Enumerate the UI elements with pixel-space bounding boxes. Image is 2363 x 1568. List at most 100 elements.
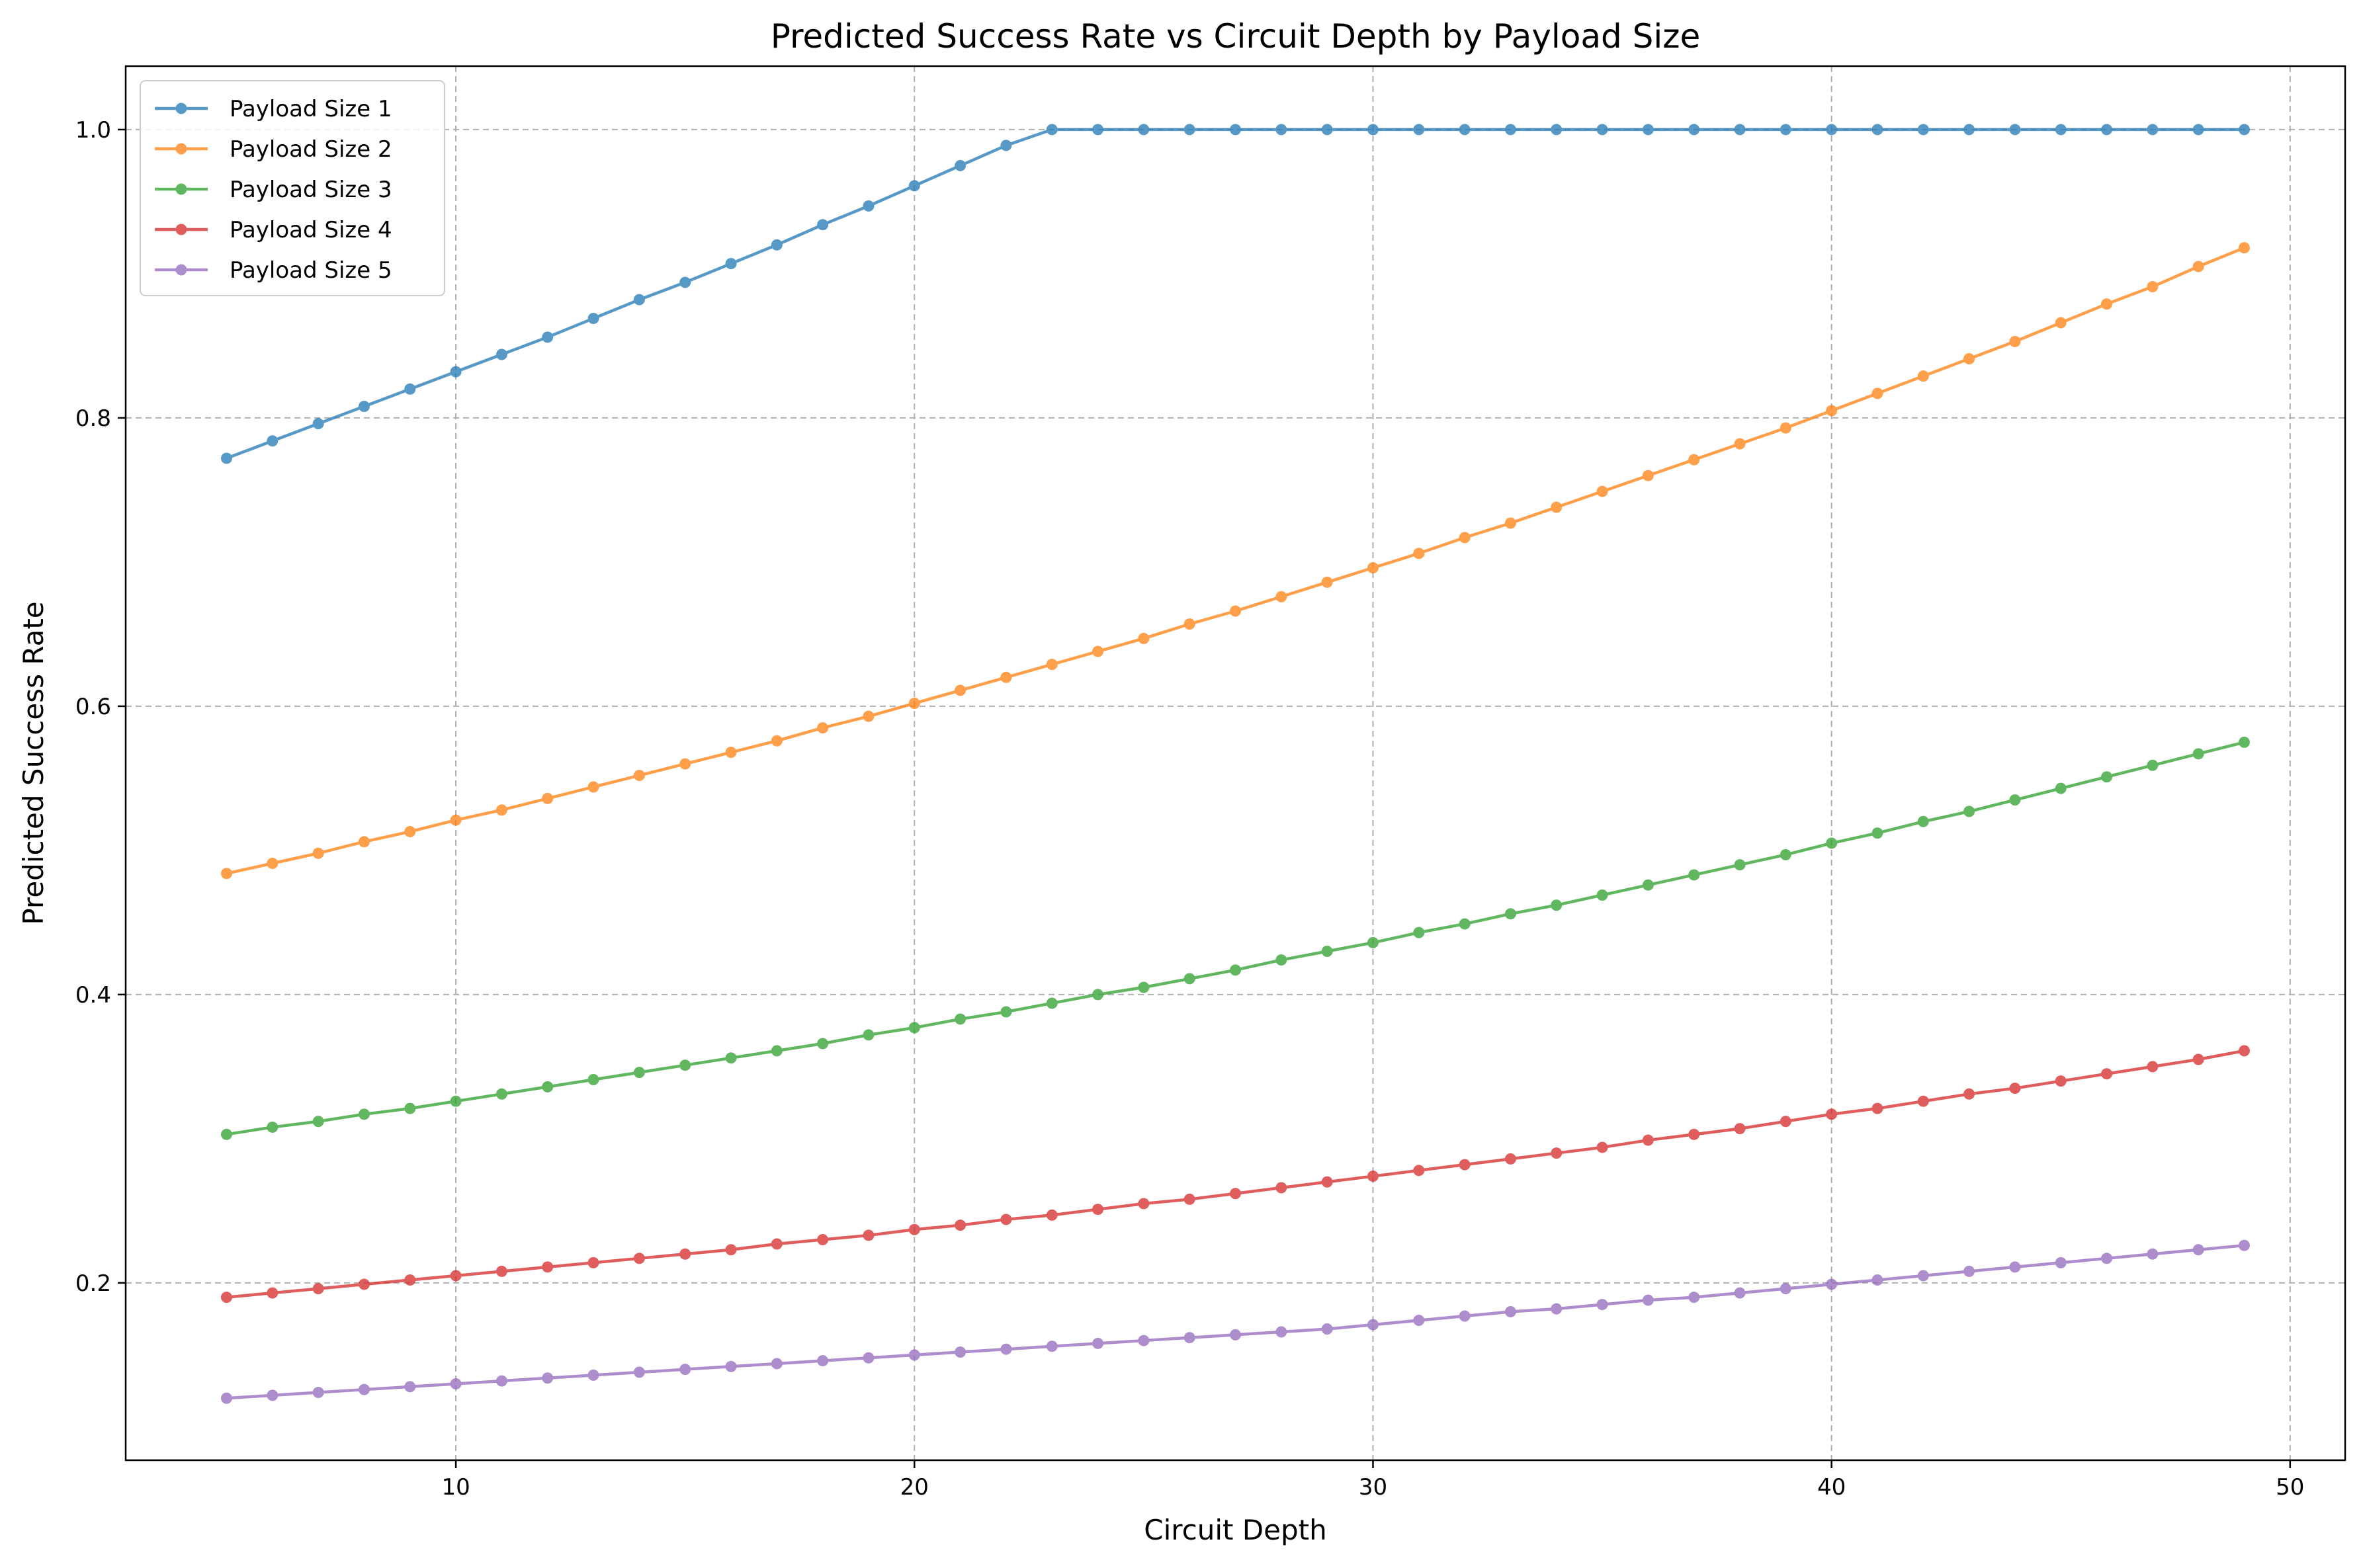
data-point (221, 452, 232, 464)
legend-marker (175, 103, 187, 114)
data-point (1413, 124, 1425, 136)
data-point (633, 770, 645, 782)
data-point (863, 1229, 875, 1241)
data-point (725, 258, 737, 270)
data-point (1596, 1141, 1608, 1153)
data-point (1138, 632, 1150, 644)
data-point (221, 1392, 232, 1404)
data-point (450, 1378, 462, 1389)
data-point (633, 294, 645, 306)
data-point (1046, 124, 1058, 136)
data-point (1871, 1102, 1883, 1114)
data-point (2055, 317, 2067, 329)
data-point (1826, 124, 1838, 136)
data-point (358, 1383, 370, 1395)
data-point (679, 758, 691, 770)
data-point (1963, 805, 1975, 817)
data-point (863, 1352, 875, 1364)
data-point (1046, 997, 1058, 1009)
data-point (1780, 1116, 1791, 1128)
data-point (1459, 532, 1471, 544)
data-point (2009, 1261, 2021, 1273)
data-point (2101, 298, 2113, 310)
data-point (2192, 748, 2204, 760)
data-point (312, 847, 324, 859)
data-point (542, 1081, 554, 1093)
data-point (450, 1270, 462, 1282)
data-point (404, 383, 416, 395)
data-point (495, 1375, 507, 1387)
data-point (267, 1287, 279, 1299)
y-tick-label: 0.2 (75, 1270, 111, 1297)
data-point (725, 1052, 737, 1064)
x-axis-label: Circuit Depth (1144, 1514, 1326, 1546)
data-point (1367, 1171, 1379, 1182)
x-tick-label: 40 (1817, 1474, 1846, 1501)
data-point (1138, 1335, 1150, 1346)
data-point (1413, 927, 1425, 938)
data-point (1780, 422, 1791, 434)
data-point (450, 1095, 462, 1107)
data-point (495, 1265, 507, 1277)
data-point (1275, 1182, 1287, 1194)
legend-marker (175, 224, 187, 235)
x-tick-label: 20 (900, 1474, 929, 1501)
data-point (1046, 1341, 1058, 1352)
data-point (1183, 973, 1195, 985)
data-point (1826, 1278, 1838, 1290)
data-point (221, 1128, 232, 1140)
data-point (1596, 485, 1608, 497)
y-tick-label: 0.6 (75, 694, 111, 720)
data-point (1734, 1123, 1746, 1135)
data-point (908, 180, 920, 192)
x-tick-label: 30 (1359, 1474, 1387, 1501)
data-point (1459, 124, 1471, 136)
data-point (2101, 771, 2113, 783)
data-point (1826, 837, 1838, 849)
data-point (2101, 1068, 2113, 1080)
data-point (771, 239, 783, 251)
data-point (1321, 124, 1333, 136)
data-point (1504, 1305, 1516, 1317)
data-point (587, 1257, 599, 1268)
data-point (1596, 1299, 1608, 1311)
data-point (1917, 124, 1929, 136)
data-point (955, 684, 967, 696)
data-point (587, 781, 599, 793)
data-point (542, 1261, 554, 1273)
data-point (1092, 124, 1104, 136)
data-point (2101, 1253, 2113, 1264)
data-point (1871, 124, 1883, 136)
data-point (1046, 659, 1058, 671)
data-point (1275, 591, 1287, 602)
data-point (1504, 517, 1516, 529)
data-point (817, 1038, 829, 1050)
data-point (2239, 736, 2250, 748)
data-point (2055, 1257, 2067, 1268)
legend-item (155, 264, 208, 276)
data-point (1413, 548, 1425, 559)
y-tick-label: 0.4 (75, 982, 111, 1009)
data-point (2101, 124, 2113, 136)
legend-label: Payload Size 2 (230, 136, 392, 163)
data-point (1367, 936, 1379, 948)
data-point (1138, 1198, 1150, 1210)
data-point (2239, 1045, 2250, 1057)
data-point (1321, 1323, 1333, 1335)
data-point (2055, 782, 2067, 794)
data-point (1551, 1303, 1563, 1315)
data-point (1000, 140, 1012, 151)
data-point (679, 1059, 691, 1071)
data-point (2147, 1061, 2159, 1073)
data-point (267, 435, 279, 447)
data-point (587, 1073, 599, 1085)
data-point (817, 1233, 829, 1245)
legend-item (155, 143, 208, 155)
legend-marker (175, 143, 187, 155)
data-point (771, 1358, 783, 1370)
series-4 (221, 1045, 2250, 1303)
data-point (1963, 124, 1975, 136)
data-point (1551, 1147, 1563, 1159)
data-point (542, 331, 554, 343)
